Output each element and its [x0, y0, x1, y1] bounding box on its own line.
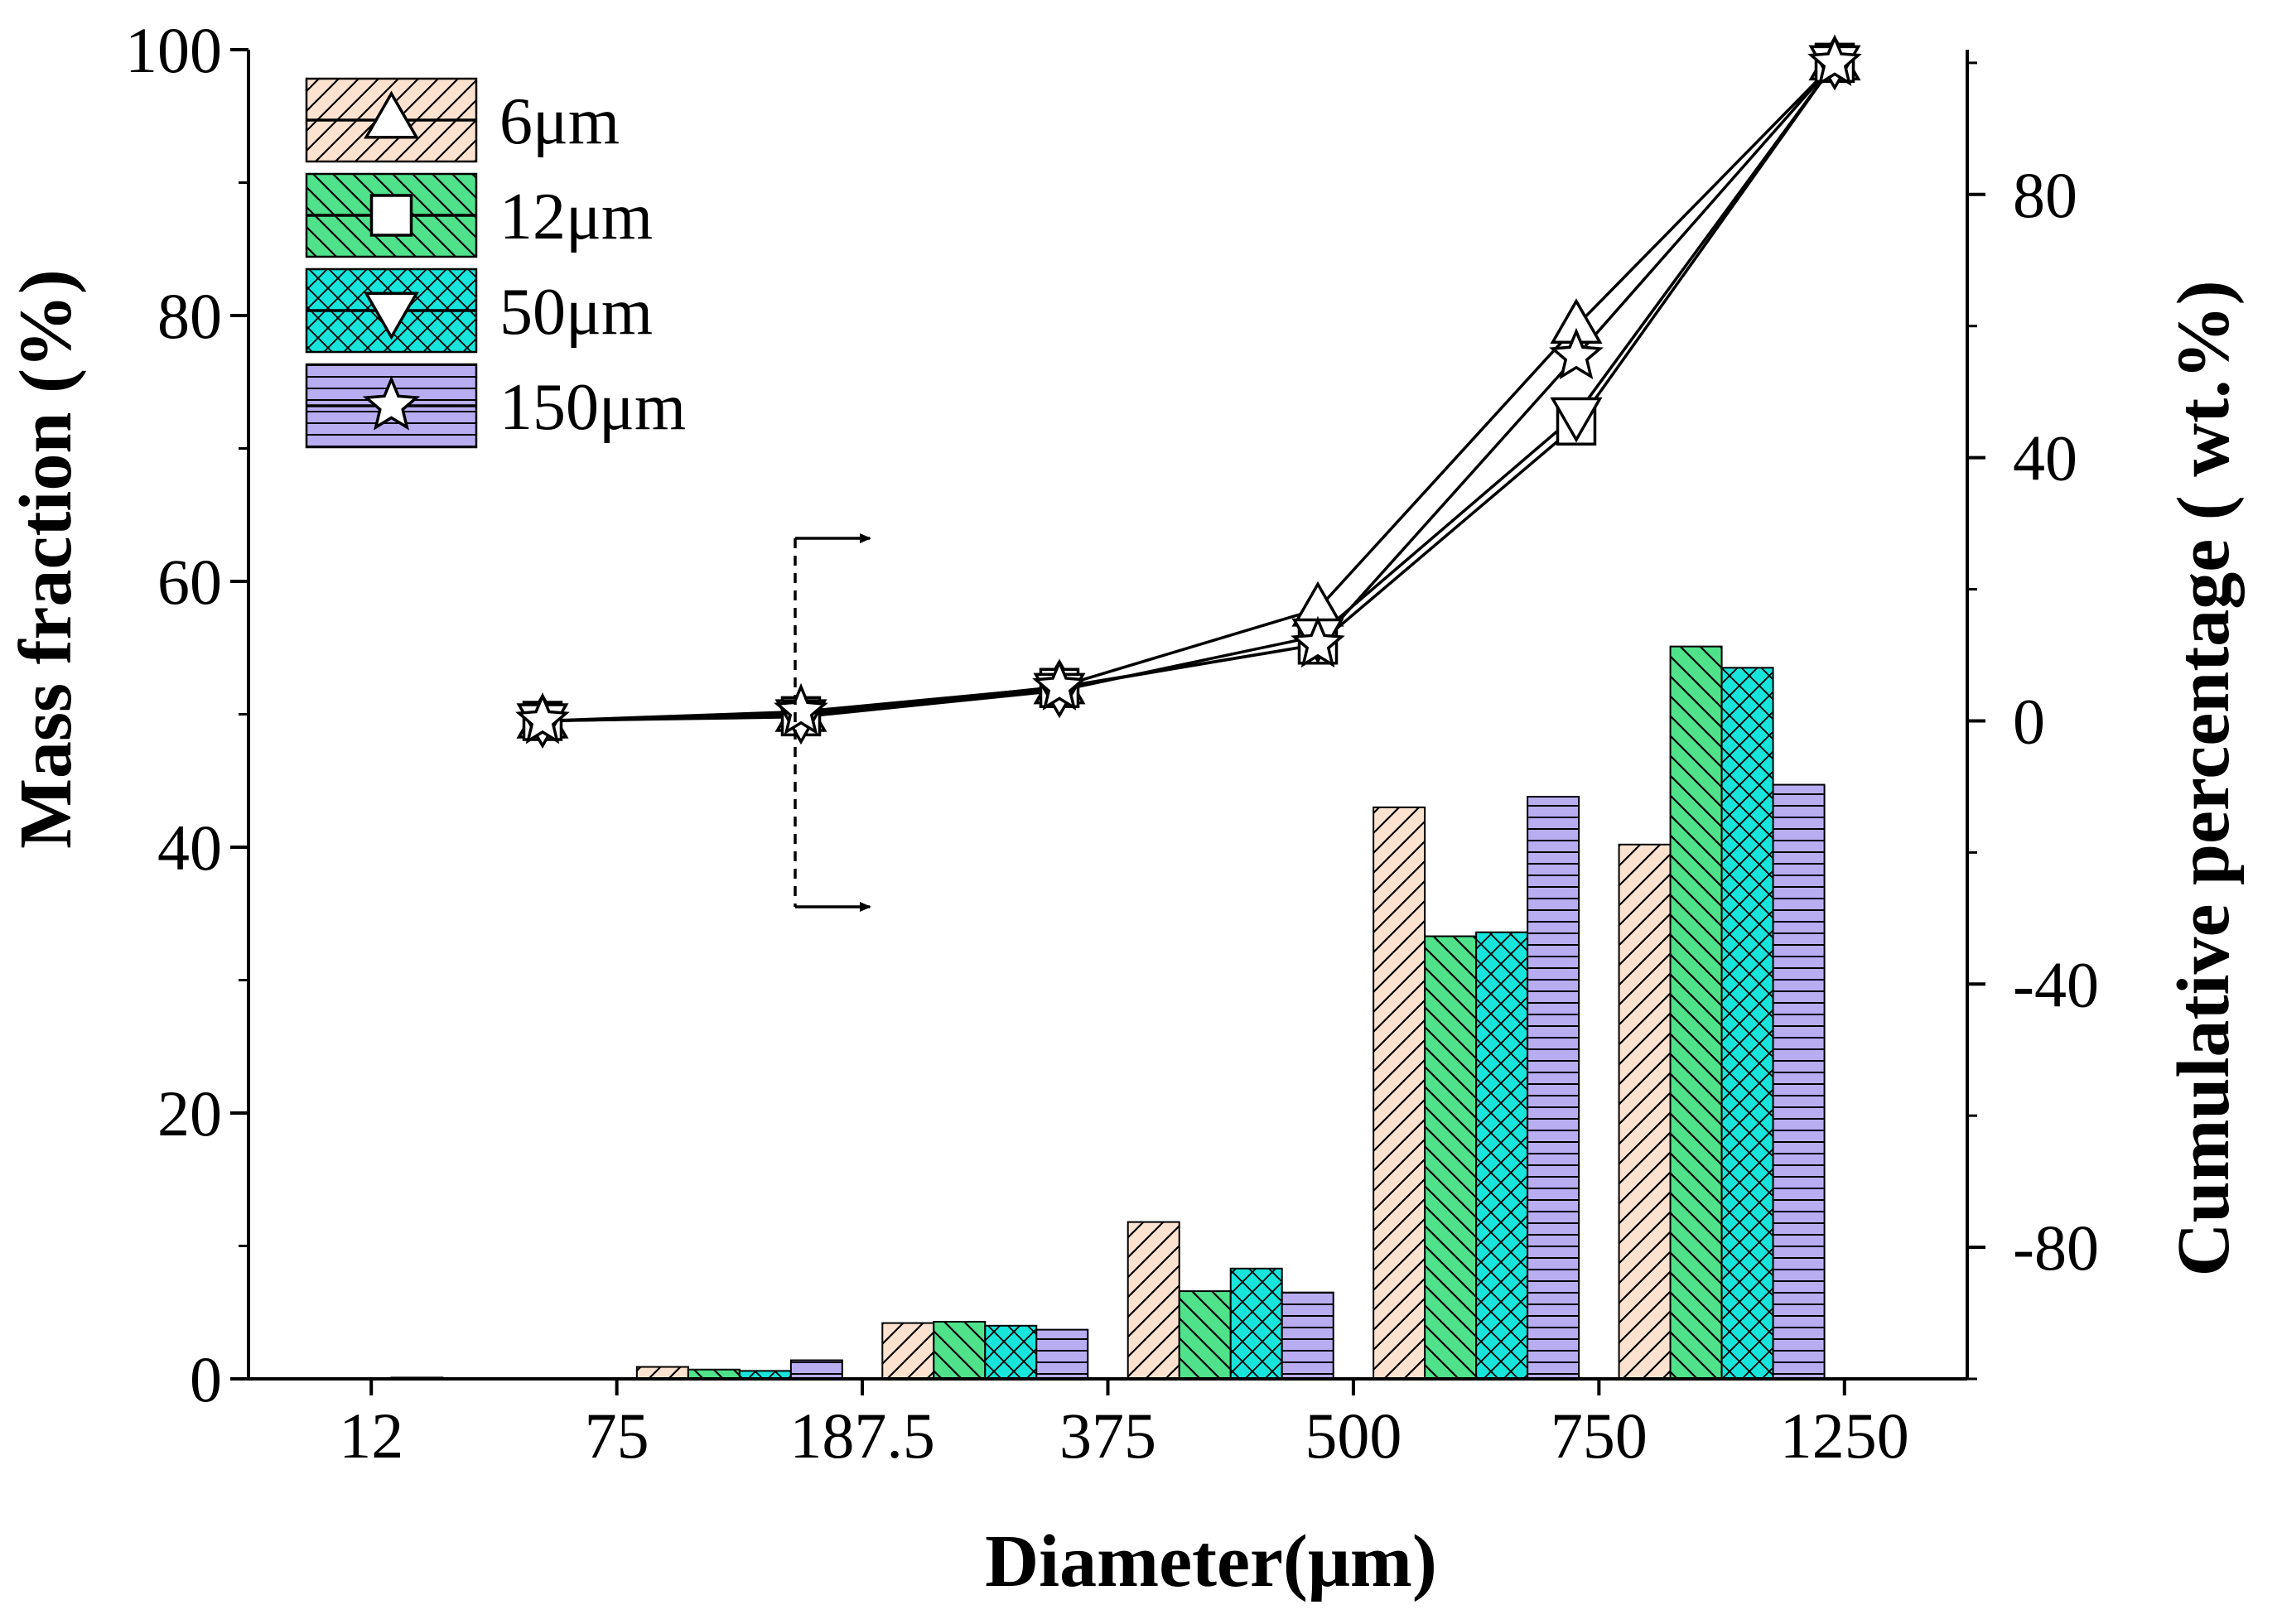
- y-tick-label: 20: [157, 1077, 222, 1149]
- bar: [1178, 1290, 1232, 1380]
- marker-star: [1549, 327, 1604, 380]
- y2-tick-label: 0: [2013, 685, 2045, 757]
- legend-label: 150μm: [499, 371, 686, 444]
- bar: [1669, 645, 1723, 1380]
- axes-layer: 0 20 40 60 80 100 -80 -40 0 40 80 12 75 187.5 375 500 75…: [125, 14, 2099, 1472]
- y-tick-label: 60: [157, 546, 222, 618]
- y-tick-label: 100: [125, 14, 222, 86]
- y2-tick-label: -40: [2013, 948, 2099, 1020]
- bar: [1229, 1267, 1283, 1381]
- bar: [1618, 843, 1672, 1380]
- marker-triangle-down: [1550, 397, 1603, 443]
- bars-layer: [390, 645, 1826, 1381]
- bar: [1127, 1221, 1180, 1380]
- x-tick-label: 75: [585, 1400, 649, 1472]
- bar: [881, 1322, 935, 1380]
- x-tick-label: 375: [1059, 1400, 1156, 1472]
- y-tick-label: 40: [157, 812, 222, 884]
- x-tick-label: 1250: [1780, 1400, 1909, 1472]
- bar: [984, 1324, 1038, 1381]
- bar: [789, 1359, 843, 1381]
- marker-star: [362, 375, 421, 431]
- cumulative-line: [542, 61, 1836, 723]
- marker-star: [1291, 615, 1345, 668]
- cumulative-lines-layer: [515, 34, 1862, 749]
- x-tick-label: 750: [1551, 1400, 1648, 1472]
- bar: [1475, 931, 1529, 1380]
- y-tick-label: 0: [190, 1343, 222, 1415]
- y2-axis-title: Cumulative percentage ( wt.%): [2163, 280, 2245, 1276]
- marker-star: [774, 682, 828, 735]
- bar: [1527, 796, 1580, 1380]
- y-axis-title: Mass fraction (%): [5, 269, 87, 849]
- legend-label: 12μm: [499, 181, 653, 253]
- bar: [1424, 935, 1478, 1381]
- marker-triangle-down: [364, 292, 419, 340]
- y2-tick-label: 40: [2013, 422, 2077, 494]
- x-tick-label: 12: [339, 1400, 403, 1472]
- bar: [1281, 1291, 1334, 1381]
- marker-square: [369, 194, 413, 237]
- x-tick-label: 187.5: [789, 1400, 935, 1472]
- y2-tick-label: 80: [2013, 159, 2077, 231]
- x-tick-label: 500: [1305, 1400, 1402, 1472]
- cumulative-line: [542, 61, 1836, 723]
- x-axis-title: Diameter(μm): [985, 1520, 1437, 1602]
- marker-star: [515, 692, 570, 745]
- marker-triangle-up: [364, 90, 419, 139]
- bar: [933, 1320, 987, 1380]
- legend-label: 6μm: [499, 85, 620, 158]
- annotation-layer: [794, 533, 871, 912]
- y2-tick-label: -80: [2013, 1212, 2099, 1284]
- cumulative-line: [542, 61, 1836, 723]
- y-tick-label: 80: [157, 280, 222, 352]
- bar: [1373, 806, 1426, 1380]
- legend: 6μm 12μm 50μm 150μm: [305, 77, 686, 449]
- bar: [1035, 1328, 1089, 1380]
- bar: [1772, 783, 1826, 1380]
- bar: [1720, 667, 1774, 1380]
- cumulative-line: [542, 61, 1836, 723]
- marker-star: [1807, 34, 1862, 86]
- bar: [635, 1366, 689, 1381]
- marker-star: [1032, 658, 1087, 711]
- legend-label: 50μm: [499, 276, 653, 349]
